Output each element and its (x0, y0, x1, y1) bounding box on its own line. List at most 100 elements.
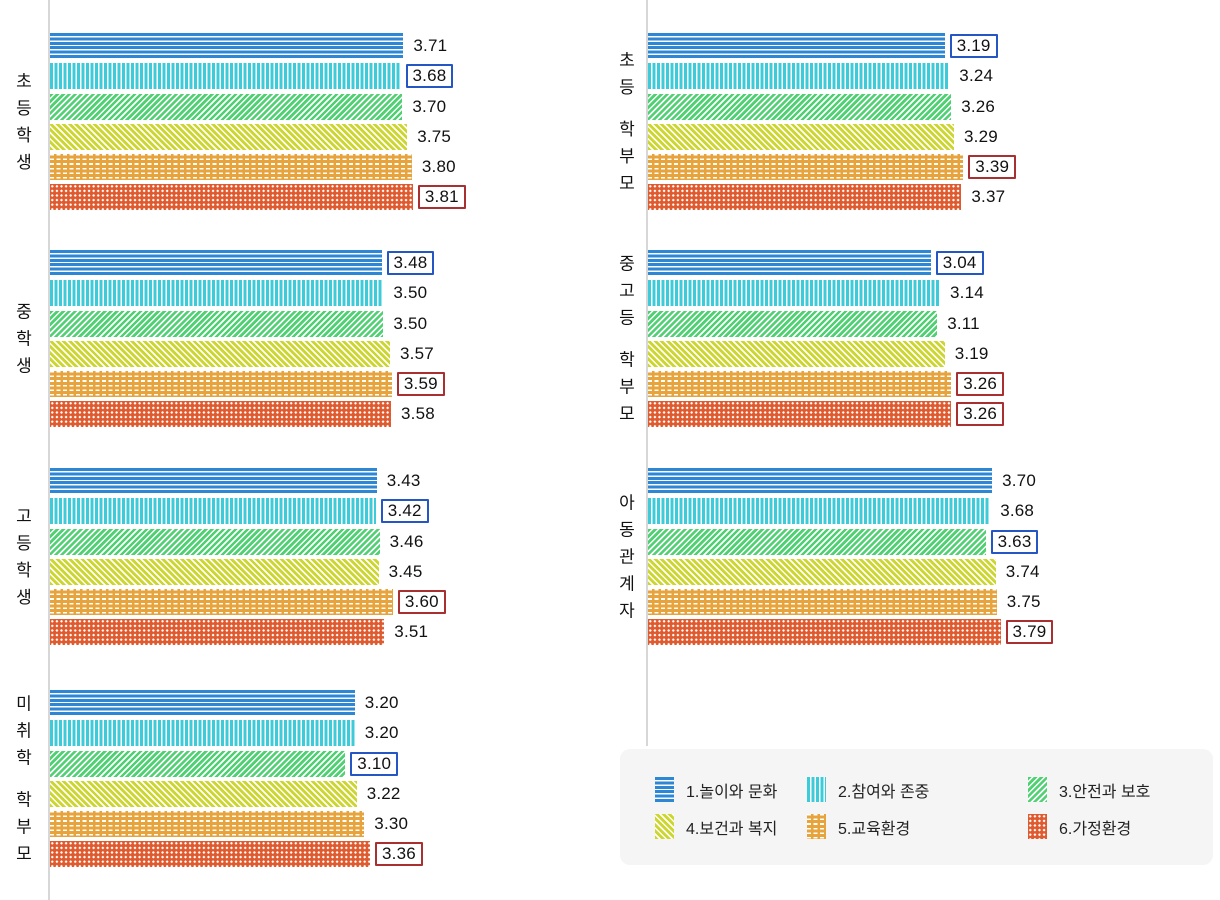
value-label: 3.29 (964, 126, 998, 146)
bar-row: 3.30 (50, 811, 423, 838)
bar-p2 (50, 498, 376, 525)
bar-row: 3.22 (50, 780, 423, 807)
label-char: 등 (619, 77, 635, 97)
bar-p4 (50, 340, 390, 367)
legend-swatch-dots-icon (1028, 814, 1047, 839)
value-label: 3.70 (1002, 471, 1036, 490)
bar-row: 3.70 (50, 93, 466, 120)
value-label: 3.57 (400, 343, 434, 363)
value-label-max-boxed: 3.26 (956, 372, 1005, 397)
value-label: 3.80 (421, 157, 456, 177)
legend-label: 6.가정환경 (1059, 820, 1132, 838)
bar-p6 (50, 619, 385, 646)
bar-group: 중 고 등 학 부 모 3.04 3.14 3.11 3.19 3.26 3.26 (619, 250, 1005, 428)
bar-p6 (648, 184, 962, 211)
value-label: 3.75 (417, 126, 452, 146)
legend-item: 1.놀이와 문화 (655, 777, 777, 802)
bar-p1 (50, 33, 404, 59)
bar-row: 3.50 (50, 280, 445, 307)
label-char: 학 (16, 748, 32, 768)
label-word-gap (609, 101, 645, 116)
value-label: 3.43 (386, 471, 421, 490)
bar-row: 3.26 (648, 93, 1016, 120)
label-char: 부 (16, 817, 32, 837)
legend-item: 6.가정환경 (1028, 814, 1131, 839)
label-char: 자 (619, 601, 635, 621)
bar-group: 초 등 학 부 모 3.19 3.24 3.26 3.29 3.39 3.37 (619, 33, 1017, 211)
value-label: 3.51 (394, 622, 429, 642)
legend: 1.놀이와 문화 2.참여와 존중 3.안전과 보호 4.보건과 복지 5.교육… (620, 749, 1213, 865)
bar-p1 (648, 250, 931, 276)
bar-row: 3.75 (50, 123, 466, 150)
bar-p5 (648, 371, 952, 398)
bar-p4 (50, 780, 357, 807)
value-label: 3.50 (393, 313, 428, 333)
bar-p2 (50, 720, 355, 747)
bar-row: 3.36 (50, 841, 423, 868)
value-label: 3.71 (413, 36, 448, 55)
bar-p2 (648, 63, 950, 90)
label-char: 학 (619, 350, 635, 370)
value-label: 3.26 (961, 96, 996, 116)
bar-p1 (648, 468, 993, 494)
label-char: 생 (16, 356, 32, 376)
value-label-min-boxed: 3.63 (990, 529, 1039, 554)
bar-row: 3.71 (50, 33, 466, 59)
value-label-min-boxed: 3.19 (949, 34, 998, 58)
bar-row: 3.20 (50, 720, 423, 747)
legend-label: 2.참여와 존중 (838, 783, 930, 801)
bar-row: 3.39 (648, 154, 1017, 181)
bar-p5 (50, 811, 365, 838)
bar-row: 3.79 (648, 619, 1054, 646)
bar-p1 (648, 33, 945, 59)
label-char: 관 (619, 547, 635, 567)
label-char: 미 (16, 694, 32, 714)
bar-group: 고 등 학 생 3.43 3.42 3.46 3.45 3.60 3.51 (16, 468, 446, 646)
value-label-max-boxed: 3.81 (417, 185, 466, 210)
label-char: 등 (16, 533, 32, 553)
bar-row: 3.70 (648, 468, 1053, 494)
value-label: 3.37 (971, 187, 1006, 207)
bar-p2 (50, 280, 384, 307)
bar-row: 3.11 (648, 310, 1004, 337)
bar-row: 3.75 (648, 589, 1053, 616)
bar-row: 3.46 (50, 528, 446, 555)
label-char: 부 (619, 146, 635, 166)
bar-p6 (50, 401, 391, 428)
value-label: 3.24 (959, 66, 994, 86)
bar-row: 3.26 (648, 401, 1005, 428)
bar-row: 3.68 (648, 498, 1053, 525)
bar-group: 아 동 관 계 자 3.70 3.68 3.63 3.74 3.75 3.79 (619, 468, 1054, 646)
value-label: 3.19 (954, 343, 989, 363)
bar-row: 3.81 (50, 184, 466, 211)
label-char: 중 (619, 254, 635, 274)
value-label: 3.14 (950, 283, 984, 303)
value-label-max-boxed: 3.39 (968, 155, 1017, 180)
bar-p3 (50, 310, 384, 337)
value-label-min-boxed: 3.68 (405, 64, 454, 89)
bar-p3 (648, 310, 938, 337)
legend-swatch-diagonal-icon (655, 814, 674, 839)
bar-p4 (50, 558, 379, 585)
legend-swatch-vlines-icon (807, 777, 826, 802)
bar-row: 3.51 (50, 619, 446, 646)
legend-item: 4.보건과 복지 (655, 814, 777, 839)
legend-swatch-hlines-icon (655, 777, 674, 802)
legend-label: 4.보건과 복지 (686, 820, 778, 838)
label-char: 초 (16, 71, 32, 91)
bar-row: 3.29 (648, 123, 1016, 150)
value-label: 3.70 (412, 96, 447, 116)
bar-row: 3.45 (50, 558, 446, 585)
bar-p6 (50, 841, 370, 868)
bar-p2 (648, 280, 940, 307)
bar-group: 초 등 학 생 3.71 3.68 3.70 3.75 3.80 3.81 (16, 33, 466, 211)
bar-p5 (648, 154, 964, 181)
legend-label: 5.교육환경 (838, 820, 911, 838)
label-word-gap (6, 771, 42, 786)
bar-row: 3.19 (648, 33, 1016, 59)
bar-row: 3.50 (50, 310, 445, 337)
label-char: 등 (16, 98, 32, 118)
value-label-max-boxed: 3.26 (956, 402, 1005, 427)
